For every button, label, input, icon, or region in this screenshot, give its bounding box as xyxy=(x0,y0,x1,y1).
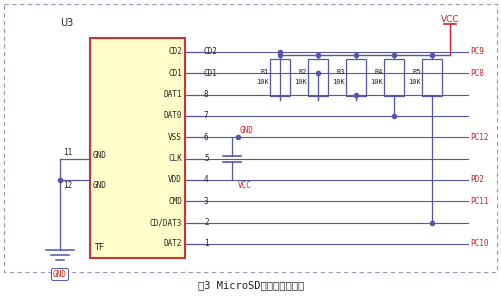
Text: CMD: CMD xyxy=(168,197,182,206)
Text: 6: 6 xyxy=(204,133,208,142)
Bar xyxy=(422,58,442,96)
Text: GND: GND xyxy=(93,151,107,160)
Text: DAT0: DAT0 xyxy=(163,112,182,121)
Text: VCC: VCC xyxy=(441,15,459,24)
Text: 3: 3 xyxy=(204,197,208,206)
Text: 10K: 10K xyxy=(408,80,421,85)
Text: 1: 1 xyxy=(204,239,208,248)
Text: 10K: 10K xyxy=(256,80,269,85)
Bar xyxy=(384,58,404,96)
Text: R4: R4 xyxy=(375,70,383,76)
Bar xyxy=(90,38,185,258)
Text: TF: TF xyxy=(94,243,104,252)
Text: 10K: 10K xyxy=(370,80,383,85)
Text: R5: R5 xyxy=(412,70,421,76)
Bar xyxy=(346,58,366,96)
Bar xyxy=(308,58,328,96)
Text: 4: 4 xyxy=(204,176,208,184)
Text: 8: 8 xyxy=(204,90,208,99)
Text: R3: R3 xyxy=(337,70,345,76)
Text: 10K: 10K xyxy=(294,80,307,85)
Text: CD2: CD2 xyxy=(168,47,182,56)
Text: DAT2: DAT2 xyxy=(163,239,182,248)
Text: 11: 11 xyxy=(63,148,73,157)
Text: R1: R1 xyxy=(261,70,269,76)
Text: CD/DAT3: CD/DAT3 xyxy=(150,218,182,227)
Text: VCC: VCC xyxy=(238,181,252,190)
Text: PC10: PC10 xyxy=(470,239,488,248)
Text: PC11: PC11 xyxy=(470,197,488,206)
Text: 7: 7 xyxy=(204,112,208,121)
Bar xyxy=(4,4,497,272)
Text: 10K: 10K xyxy=(332,80,345,85)
Text: VDD: VDD xyxy=(168,176,182,184)
Text: 2: 2 xyxy=(204,218,208,227)
Text: 12: 12 xyxy=(63,181,73,190)
Text: 5: 5 xyxy=(204,154,208,163)
Text: CD1: CD1 xyxy=(168,69,182,78)
Text: PD2: PD2 xyxy=(470,176,484,184)
Text: 图3 MicroSD卡的硬件连接图: 图3 MicroSD卡的硬件连接图 xyxy=(198,280,304,290)
Text: PC8: PC8 xyxy=(470,69,484,78)
Text: VSS: VSS xyxy=(168,133,182,142)
Text: CD1: CD1 xyxy=(204,69,218,78)
Text: PC12: PC12 xyxy=(470,133,488,142)
Text: R2: R2 xyxy=(299,70,307,76)
Text: CD2: CD2 xyxy=(204,47,218,56)
Text: DAT1: DAT1 xyxy=(163,90,182,99)
Text: GND: GND xyxy=(53,270,67,279)
Text: PC9: PC9 xyxy=(470,47,484,56)
Text: GND: GND xyxy=(93,181,107,190)
Text: CLK: CLK xyxy=(168,154,182,163)
Bar xyxy=(270,58,290,96)
Text: U3: U3 xyxy=(60,18,73,28)
Text: GND: GND xyxy=(240,126,254,135)
